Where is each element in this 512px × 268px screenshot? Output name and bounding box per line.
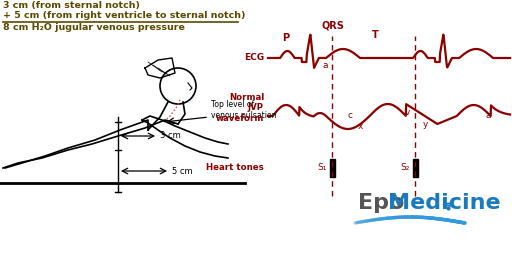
Text: Epo: Epo <box>358 193 404 213</box>
Text: Normal
JVP
waveform: Normal JVP waveform <box>216 93 264 123</box>
Text: y: y <box>423 120 429 129</box>
Text: P: P <box>283 33 290 43</box>
Text: QRS: QRS <box>322 21 345 31</box>
Bar <box>413 159 417 177</box>
Text: 5 cm: 5 cm <box>172 166 193 176</box>
Text: c: c <box>348 111 353 120</box>
Text: Heart tones: Heart tones <box>206 163 264 173</box>
Text: 3 cm: 3 cm <box>160 132 181 140</box>
Text: x: x <box>358 122 364 131</box>
Text: + 5 cm (from right ventricle to sternal notch): + 5 cm (from right ventricle to sternal … <box>3 11 245 20</box>
Bar <box>330 159 334 177</box>
Text: S₂: S₂ <box>400 162 410 172</box>
Text: a: a <box>486 111 492 120</box>
Text: v: v <box>405 108 411 117</box>
Text: a: a <box>323 61 328 70</box>
Text: ECG: ECG <box>244 54 264 62</box>
Text: Medicine: Medicine <box>388 193 501 213</box>
Text: S₁: S₁ <box>317 162 327 172</box>
Text: T: T <box>372 30 378 40</box>
Text: 8 cm H₂O jugular venous pressure: 8 cm H₂O jugular venous pressure <box>3 23 185 32</box>
Text: 3 cm (from sternal notch): 3 cm (from sternal notch) <box>3 1 140 10</box>
Text: Top level of
venous pulsation: Top level of venous pulsation <box>211 100 276 120</box>
